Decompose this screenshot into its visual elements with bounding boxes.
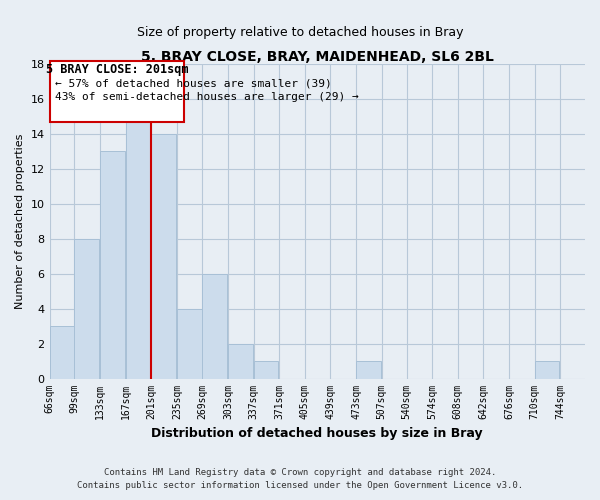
Text: ← 57% of detached houses are smaller (39): ← 57% of detached houses are smaller (39… [55,78,332,88]
Bar [356,361,381,378]
Bar [100,152,125,378]
Y-axis label: Number of detached properties: Number of detached properties [15,134,25,309]
Bar [50,326,74,378]
Bar [202,274,227,378]
X-axis label: Distribution of detached houses by size in Bray: Distribution of detached houses by size … [151,427,483,440]
Bar [74,239,99,378]
Text: Contains HM Land Registry data © Crown copyright and database right 2024.
Contai: Contains HM Land Registry data © Crown c… [77,468,523,490]
Bar [535,361,559,378]
Bar [254,361,278,378]
Bar [228,344,253,378]
Bar [151,134,176,378]
Title: 5, BRAY CLOSE, BRAY, MAIDENHEAD, SL6 2BL: 5, BRAY CLOSE, BRAY, MAIDENHEAD, SL6 2BL [141,50,494,64]
Text: Size of property relative to detached houses in Bray: Size of property relative to detached ho… [137,26,463,39]
Text: 43% of semi-detached houses are larger (29) →: 43% of semi-detached houses are larger (… [55,92,359,102]
Bar [177,308,202,378]
Bar [125,116,151,378]
Text: 5 BRAY CLOSE: 201sqm: 5 BRAY CLOSE: 201sqm [46,62,188,76]
FancyBboxPatch shape [50,60,184,122]
